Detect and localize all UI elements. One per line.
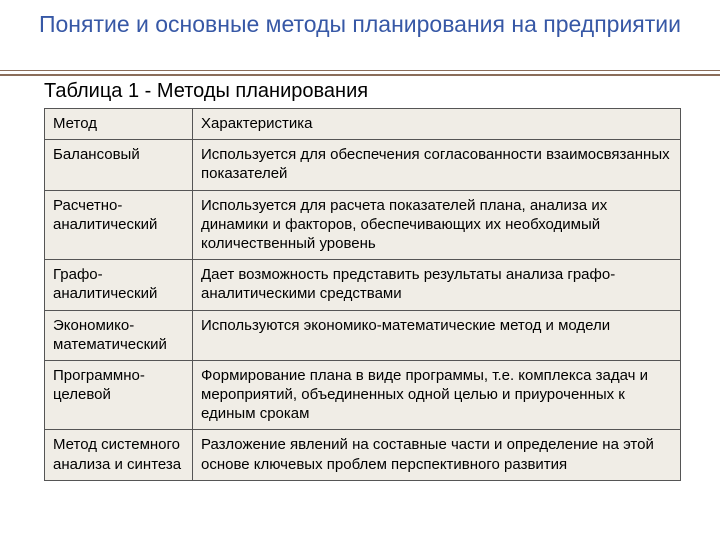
slide-title: Понятие и основные методы планирования н…	[0, 0, 720, 39]
cell-method: Балансовый	[45, 140, 193, 190]
col-header-desc: Характеристика	[193, 109, 681, 140]
cell-method: Экономико-математический	[45, 310, 193, 360]
table-row: Графо-аналитический Дает возможность пре…	[45, 260, 681, 310]
cell-method: Графо-аналитический	[45, 260, 193, 310]
table-row: Метод системного анализа и синтеза Разло…	[45, 430, 681, 480]
cell-method: Расчетно-аналитический	[45, 190, 193, 260]
title-rule	[0, 70, 720, 76]
cell-desc: Используется для расчета показателей пла…	[193, 190, 681, 260]
table-caption: Таблица 1 - Методы планирования	[44, 80, 368, 103]
cell-desc: Дает возможность представить результаты …	[193, 260, 681, 310]
table-row: Программно-целевой Формирование плана в …	[45, 360, 681, 430]
cell-desc: Разложение явлений на составные части и …	[193, 430, 681, 480]
table-row: Экономико-математический Используются эк…	[45, 310, 681, 360]
cell-desc: Используются экономико-математические ме…	[193, 310, 681, 360]
col-header-method: Метод	[45, 109, 193, 140]
methods-table: Метод Характеристика Балансовый Использу…	[44, 108, 681, 481]
cell-desc: Используется для обеспечения согласованн…	[193, 140, 681, 190]
table-row: Балансовый Используется для обеспечения …	[45, 140, 681, 190]
cell-method: Метод системного анализа и синтеза	[45, 430, 193, 480]
table-row: Расчетно-аналитический Используется для …	[45, 190, 681, 260]
cell-desc: Формирование плана в виде программы, т.е…	[193, 360, 681, 430]
cell-method: Программно-целевой	[45, 360, 193, 430]
slide: Понятие и основные методы планирования н…	[0, 0, 720, 540]
table-header-row: Метод Характеристика	[45, 109, 681, 140]
